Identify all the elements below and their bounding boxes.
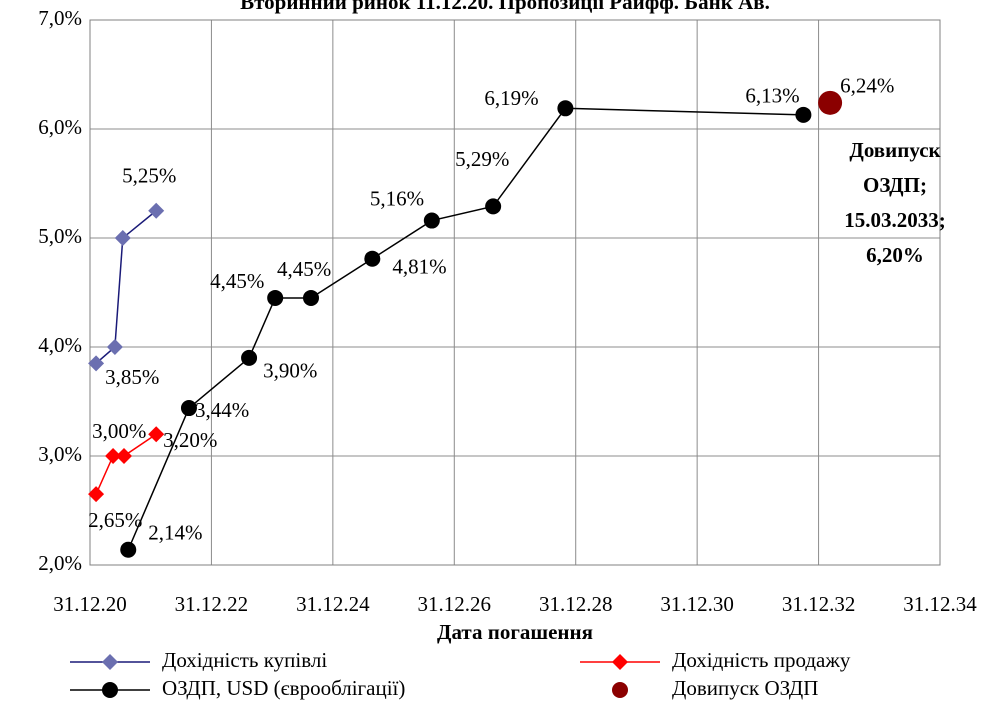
marker — [116, 448, 132, 464]
y-tick-label: 6,0% — [38, 115, 82, 139]
marker — [818, 90, 843, 115]
data-label: 6,24% — [840, 74, 894, 98]
x-tick-label: 31.12.20 — [53, 592, 127, 616]
data-label: 3,00% — [92, 419, 146, 443]
data-label: 5,16% — [370, 186, 424, 210]
marker — [241, 349, 258, 366]
annotation: 15.03.2033; — [844, 208, 946, 232]
marker — [267, 289, 284, 306]
marker — [106, 339, 123, 355]
marker — [148, 426, 165, 443]
annotation: 6,20% — [866, 243, 924, 267]
data-label: 2,14% — [148, 521, 202, 545]
annotation: ОЗДП; — [863, 173, 927, 197]
marker — [795, 106, 812, 123]
y-tick-label: 2,0% — [38, 551, 82, 575]
legend-marker — [612, 682, 628, 698]
marker — [557, 100, 574, 117]
y-tick-label: 7,0% — [38, 6, 82, 30]
x-tick-label: 31.12.22 — [175, 592, 249, 616]
annotation: Довипуск — [849, 138, 941, 162]
marker — [364, 250, 381, 267]
y-tick-label: 4,0% — [38, 333, 82, 357]
marker — [303, 289, 319, 306]
data-label: 4,81% — [392, 255, 446, 279]
data-label: 3,90% — [263, 359, 317, 383]
marker — [180, 400, 197, 417]
legend-label: Дохідність продажу — [672, 648, 851, 672]
marker — [423, 212, 440, 229]
legend-label: ОЗДП, USD (єврооблігації) — [162, 676, 405, 700]
legend-marker — [102, 654, 118, 670]
chart-title: Вторинний ринок 11.12.20. Пропозиції Рай… — [240, 0, 770, 14]
x-tick-label: 31.12.32 — [782, 592, 856, 616]
marker — [88, 355, 105, 372]
data-label: 3,85% — [105, 365, 159, 389]
legend-label: Дохідність купівлі — [162, 648, 327, 672]
y-tick-label: 3,0% — [38, 442, 82, 466]
marker — [120, 541, 137, 558]
legend-marker — [102, 682, 118, 698]
data-label: 5,29% — [455, 147, 509, 171]
series-line — [127, 107, 804, 551]
data-label: 2,65% — [88, 508, 142, 532]
data-label: 5,25% — [122, 164, 176, 188]
x-tick-label: 31.12.30 — [660, 592, 734, 616]
marker — [88, 486, 105, 503]
series-line — [95, 210, 157, 364]
data-label: 3,44% — [195, 398, 249, 422]
data-label: 4,45% — [277, 257, 331, 281]
x-axis-title: Дата погашення — [437, 620, 593, 644]
data-label: 6,19% — [484, 86, 538, 110]
marker — [485, 198, 502, 215]
legend-label: Довипуск ОЗДП — [672, 676, 818, 700]
marker — [148, 202, 165, 219]
data-label: 4,45% — [210, 269, 264, 293]
plot-frame — [89, 19, 941, 566]
marker — [114, 230, 131, 246]
x-tick-label: 31.12.28 — [539, 592, 613, 616]
data-label: 6,13% — [745, 84, 799, 108]
marker — [105, 448, 122, 464]
x-tick-label: 31.12.34 — [903, 592, 977, 616]
y-tick-label: 5,0% — [38, 224, 82, 248]
legend-marker — [612, 654, 628, 670]
x-tick-label: 31.12.24 — [296, 592, 370, 616]
x-tick-label: 31.12.26 — [418, 592, 492, 616]
